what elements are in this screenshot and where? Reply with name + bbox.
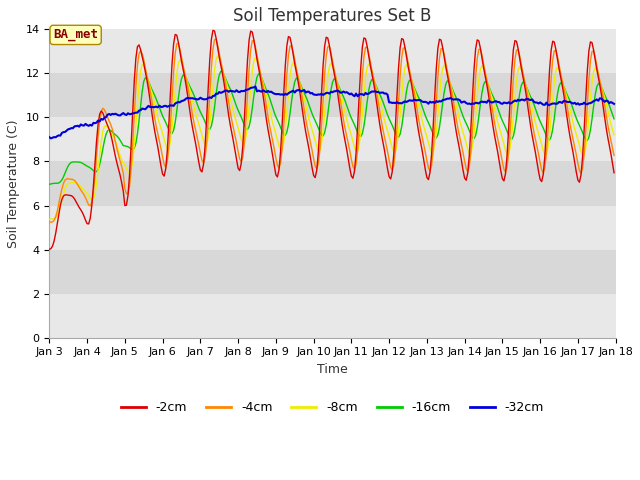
Bar xyxy=(49,161,616,205)
Bar xyxy=(49,73,616,118)
Legend: -2cm, -4cm, -8cm, -16cm, -32cm: -2cm, -4cm, -8cm, -16cm, -32cm xyxy=(116,396,549,420)
X-axis label: Time: Time xyxy=(317,363,348,376)
Bar xyxy=(49,250,616,294)
Y-axis label: Soil Temperature (C): Soil Temperature (C) xyxy=(7,119,20,248)
Bar xyxy=(49,205,616,250)
Bar xyxy=(49,118,616,161)
Bar xyxy=(49,294,616,338)
Title: Soil Temperatures Set B: Soil Temperatures Set B xyxy=(234,7,431,25)
Text: BA_met: BA_met xyxy=(53,28,98,41)
Bar xyxy=(49,29,616,73)
